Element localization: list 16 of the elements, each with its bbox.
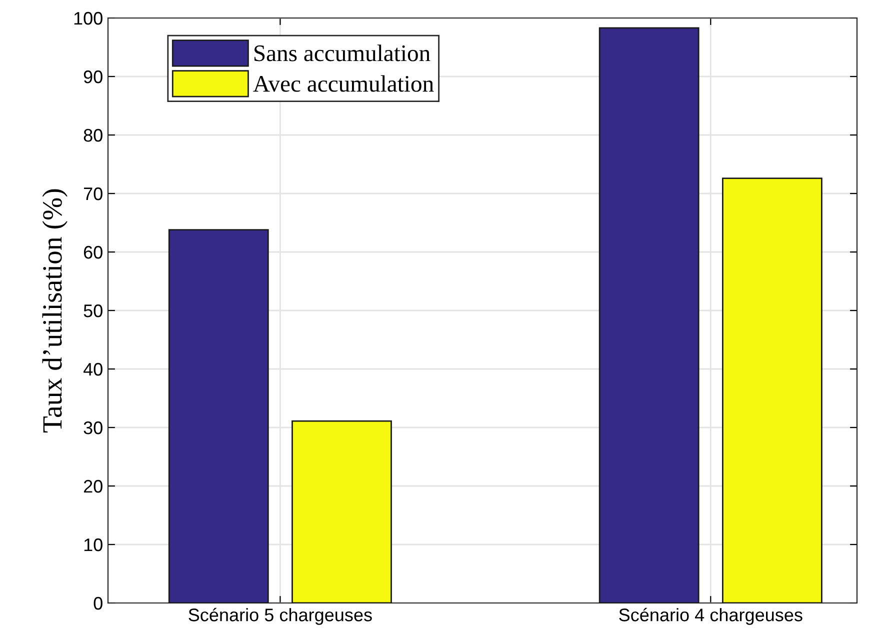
y-tick-label: 0 xyxy=(94,596,102,610)
x-tick-label: Scénario 5 chargeuses xyxy=(188,608,372,625)
x-tick-label: Scénario 4 chargeuses xyxy=(619,608,802,625)
y-tick-label: 30 xyxy=(84,421,102,434)
y-tick-label: 90 xyxy=(84,70,102,84)
y-tick-label: 70 xyxy=(84,187,102,200)
y-tick-label: 10 xyxy=(84,538,102,552)
y-tick-label: 60 xyxy=(84,246,102,259)
y-tick-label: 20 xyxy=(84,480,102,493)
legend-label: Sans accumulation xyxy=(254,44,430,62)
y-tick-label: 100 xyxy=(74,12,102,25)
y-tick-label: 50 xyxy=(84,304,102,318)
y-tick-label: 40 xyxy=(83,362,102,376)
y-axis-title: Taux d’utilisation (%) xyxy=(42,189,68,432)
legend-label: Avec accumulation xyxy=(253,75,434,92)
y-tick-label: 80 xyxy=(84,128,102,142)
